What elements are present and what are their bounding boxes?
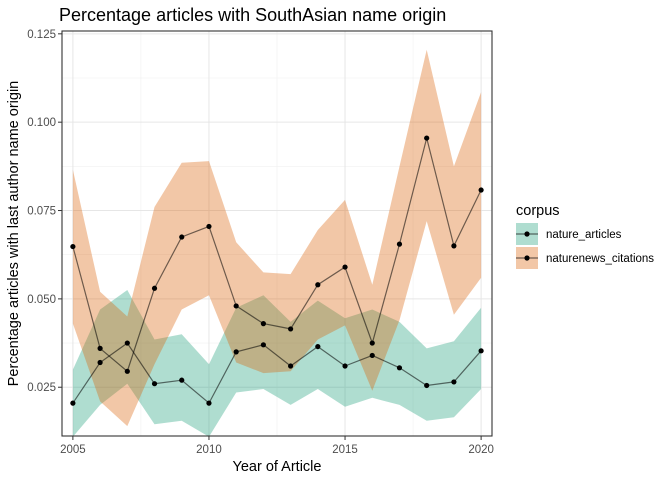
line-naturenews_citations (72, 137, 482, 373)
point-naturenews_citations (288, 326, 294, 332)
x-axis-title: Year of Article (233, 459, 322, 475)
legend-key-point (524, 231, 530, 237)
plot-border (61, 30, 493, 437)
point-naturenews_citations (315, 282, 321, 288)
point-naturenews_citations (478, 187, 484, 193)
confidence-bands (72, 49, 482, 437)
point-nature_articles (179, 377, 185, 383)
y-axis-title: Percentage articles with last author nam… (6, 81, 22, 386)
point-naturenews_citations (124, 368, 130, 374)
x-tick-label: 2020 (468, 444, 494, 456)
point-naturenews_citations (179, 234, 185, 240)
point-nature_articles (206, 400, 212, 406)
point-naturenews_citations (396, 241, 403, 247)
point-naturenews_citations (424, 135, 430, 141)
point-naturenews_citations (342, 264, 348, 270)
point-naturenews_citations (70, 243, 76, 250)
data-points (70, 135, 484, 406)
point-nature_articles (97, 359, 103, 366)
legend-title: corpus (516, 203, 560, 219)
y-axis-ticks: 0.025 0.050 0.075 0.100 0.125 (27, 29, 62, 394)
point-naturenews_citations (97, 345, 103, 351)
x-axis-ticks: 2005 2010 2015 2020 (60, 436, 494, 456)
y-tick-label: 0.050 (27, 294, 56, 306)
x-tick-label: 2005 (60, 444, 86, 456)
y-tick-label: 0.025 (27, 382, 56, 394)
point-nature_articles (451, 379, 457, 385)
point-naturenews_citations (451, 243, 457, 249)
point-nature_articles (124, 340, 130, 346)
point-nature_articles (424, 382, 430, 389)
point-naturenews_citations (233, 303, 239, 309)
point-naturenews_citations (369, 340, 375, 346)
x-tick-label: 2015 (332, 444, 358, 456)
point-nature_articles (233, 349, 239, 355)
legend-key-point (524, 255, 530, 261)
series-lines (72, 137, 482, 405)
point-nature_articles (396, 365, 403, 371)
y-tick-label: 0.125 (27, 29, 56, 41)
point-naturenews_citations (151, 285, 158, 291)
point-naturenews_citations (260, 321, 266, 327)
band-nature_articles (72, 290, 482, 437)
legend-label-naturenews_citations: naturenews_citations (546, 253, 654, 265)
point-nature_articles (369, 352, 375, 359)
y-tick-label: 0.100 (27, 117, 56, 129)
point-nature_articles (70, 400, 76, 406)
y-tick-label: 0.075 (27, 206, 56, 218)
point-nature_articles (260, 342, 266, 348)
x-tick-label: 2010 (196, 444, 222, 456)
band-naturenews_citations (72, 49, 482, 427)
point-nature_articles (151, 381, 158, 387)
chart-title: Percentage articles with SouthAsian name… (59, 5, 446, 25)
line-nature_articles (72, 342, 482, 405)
point-nature_articles (315, 343, 321, 350)
legend-label-nature_articles: nature_articles (546, 229, 622, 241)
point-naturenews_citations (206, 223, 212, 230)
point-nature_articles (288, 363, 294, 369)
legend: corpus nature_articles naturenews_citatio… (516, 203, 654, 269)
point-nature_articles (478, 348, 484, 354)
point-nature_articles (342, 363, 348, 369)
